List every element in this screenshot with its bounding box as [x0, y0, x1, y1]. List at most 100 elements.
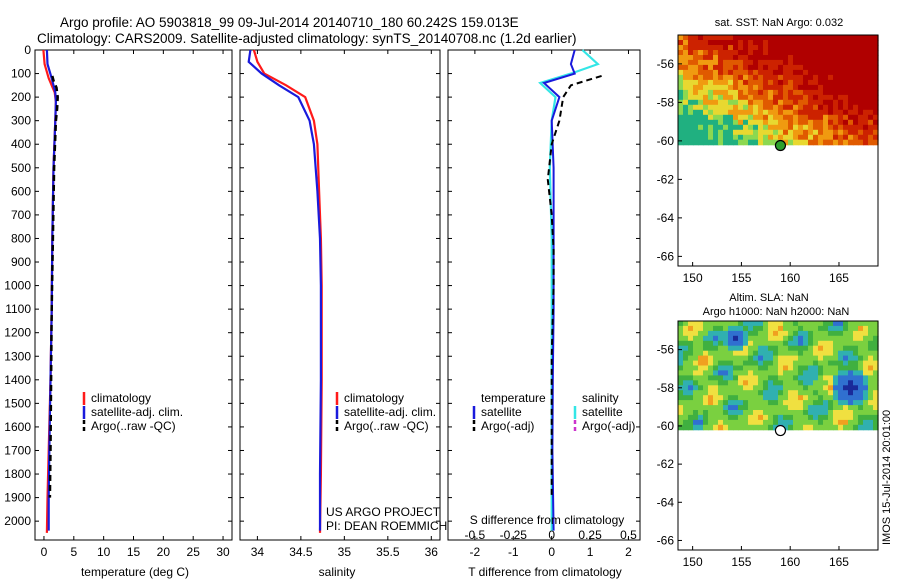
- sst-cell: [758, 79, 764, 86]
- sst-cell: [858, 94, 864, 101]
- sst-cell: [728, 89, 734, 96]
- sst-cell: [853, 129, 859, 136]
- sla-cell: [873, 335, 879, 342]
- sla-cell: [813, 365, 819, 371]
- sst-cell: [678, 84, 684, 91]
- sst-cell: [683, 99, 689, 106]
- sla-cell: [828, 390, 834, 396]
- sla-cell: [783, 370, 789, 376]
- sla-cell: [843, 375, 849, 381]
- sst-cell: [733, 74, 739, 81]
- sst-cell: [788, 94, 794, 101]
- sst-cell: [753, 69, 759, 76]
- sst-cell: [813, 119, 819, 126]
- sla-cell: [723, 400, 729, 406]
- sst-cell: [808, 69, 814, 76]
- sst-cell: [703, 129, 709, 136]
- sla-cell: [843, 365, 849, 371]
- salinity-satellite-diff-line: [538, 49, 600, 531]
- sst-cell: [868, 119, 874, 126]
- sla-cell: [798, 400, 804, 406]
- sla-cell: [828, 419, 834, 426]
- sla-cell: [833, 375, 839, 381]
- sst-cell: [733, 69, 739, 76]
- sst-cell: [863, 40, 869, 46]
- sst-cell: [863, 129, 869, 136]
- sst-cell: [718, 134, 724, 141]
- sla-cell: [713, 350, 719, 357]
- sst-cell: [858, 50, 864, 56]
- sla-cell: [728, 365, 734, 371]
- sla-cell: [828, 340, 834, 347]
- sla-cell: [758, 360, 764, 367]
- sla-cell: [788, 365, 794, 371]
- sla-cell: [823, 370, 829, 376]
- sla-cell: [773, 370, 779, 376]
- sst-cell: [708, 94, 714, 101]
- sst-cell: [848, 64, 854, 71]
- sla-cell: [713, 400, 719, 406]
- sst-cell: [803, 129, 809, 136]
- sst-cell: [713, 94, 719, 101]
- sla-cell: [823, 335, 829, 342]
- sst-cell: [708, 40, 714, 46]
- sla-cell: [683, 325, 689, 332]
- sst-cell: [753, 109, 759, 116]
- sla-cell: [723, 414, 729, 421]
- sla-cell: [828, 325, 834, 332]
- sst-cell: [728, 40, 734, 46]
- sst-cell: [698, 89, 704, 96]
- sla-cell: [818, 385, 824, 391]
- lon-tick-label: 155: [731, 555, 751, 569]
- sst-cell: [798, 35, 804, 41]
- sst-cell: [748, 64, 754, 71]
- sst-cell: [868, 69, 874, 76]
- sla-cell: [793, 360, 799, 367]
- sla-cell: [813, 350, 819, 357]
- sst-cell: [868, 134, 874, 141]
- sst-cell: [758, 55, 764, 61]
- sst-cell: [788, 124, 794, 131]
- sst-cell: [818, 94, 824, 101]
- sst-cell: [738, 74, 744, 81]
- sla-cell: [713, 390, 719, 396]
- sla-cell: [778, 410, 784, 416]
- sst-cell: [858, 55, 864, 61]
- sla-cell: [853, 370, 859, 376]
- sla-cell: [683, 419, 689, 426]
- sst-cell: [843, 99, 849, 106]
- sst-cell: [823, 89, 829, 96]
- sst-cell: [803, 69, 809, 76]
- sla-cell: [708, 400, 714, 406]
- sst-cell: [793, 50, 799, 56]
- sla-cell: [793, 375, 799, 381]
- sst-cell: [833, 40, 839, 46]
- sst-cell: [853, 104, 859, 111]
- sst-cell: [848, 124, 854, 131]
- sla-cell: [798, 330, 804, 337]
- sla-cell: [873, 395, 879, 401]
- sst-cell: [873, 69, 879, 76]
- sla-cell: [778, 375, 784, 381]
- sla-cell: [683, 365, 689, 371]
- sst-cell: [848, 119, 854, 126]
- sst-cell: [688, 124, 694, 131]
- y-tick-label: 100: [11, 67, 31, 81]
- sst-cell: [793, 64, 799, 71]
- sla-cell: [793, 380, 799, 386]
- sla-cell: [813, 345, 819, 352]
- sla-cell: [733, 424, 739, 431]
- sst-cell: [718, 99, 724, 106]
- sla-cell: [778, 385, 784, 391]
- sla-cell: [853, 360, 859, 367]
- sst-cell: [688, 94, 694, 101]
- sla-cell: [783, 400, 789, 406]
- sst-cell: [838, 35, 844, 41]
- sst-cell: [748, 89, 754, 96]
- sst-cell: [813, 74, 819, 81]
- sla-cell: [858, 350, 864, 357]
- sla-cell: [853, 390, 859, 396]
- sst-cell: [748, 109, 754, 116]
- sla-cell: [868, 385, 874, 391]
- x-tick-label: 35: [338, 545, 352, 559]
